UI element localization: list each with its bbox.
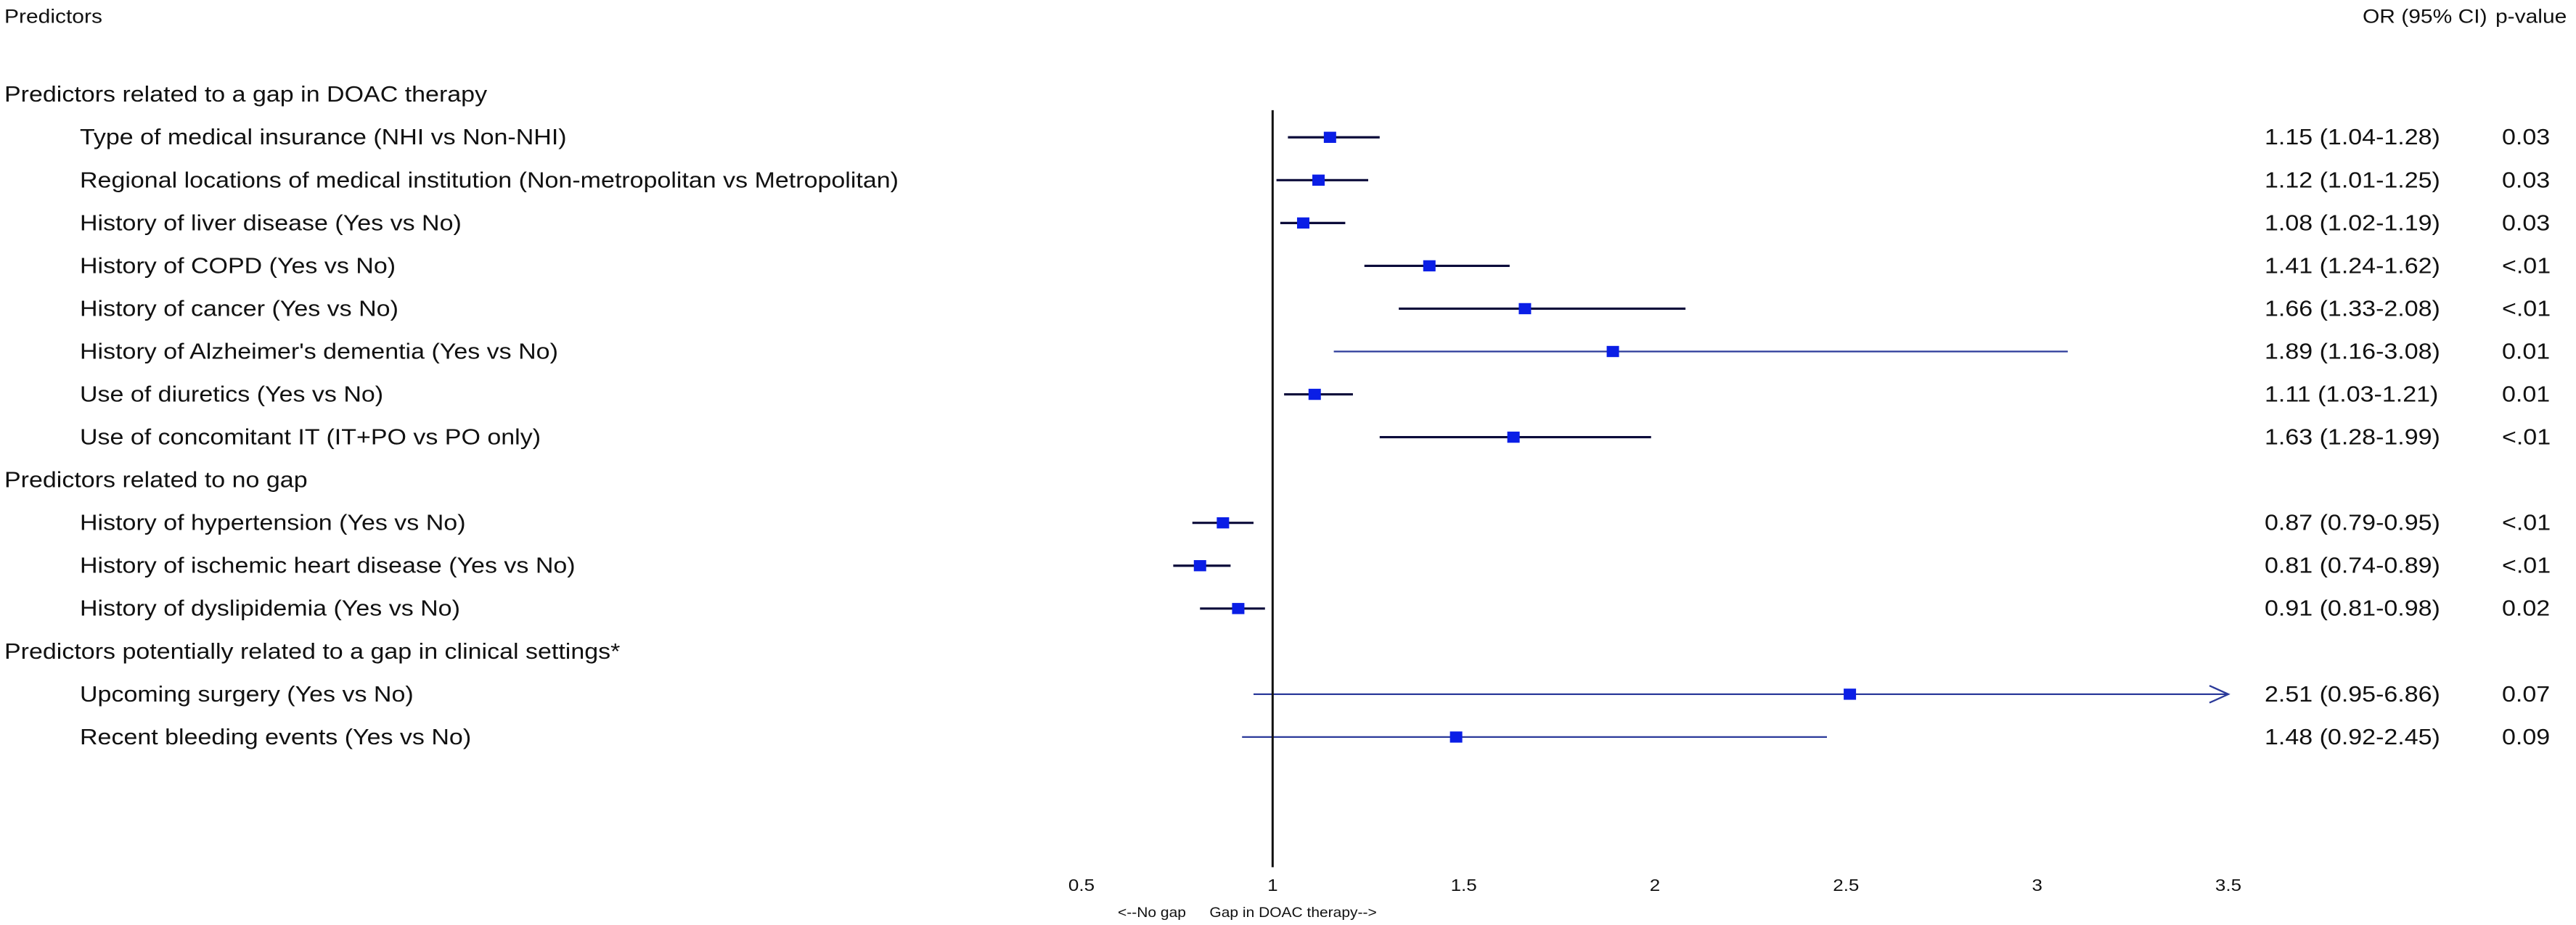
odds-ratio-point <box>1296 217 1309 229</box>
p-value-text: <.01 <box>2502 424 2551 449</box>
forest-row: History of ischemic heart disease (Yes v… <box>80 553 2551 577</box>
forest-row: History of dyslipidemia (Yes vs No) 0.91 … <box>80 596 2550 620</box>
x-tick-label: 2.5 <box>1833 876 1859 895</box>
ci-arrow-icon <box>2209 685 2231 704</box>
x-tick-label: 3.5 <box>2215 876 2241 895</box>
odds-ratio-point <box>1323 131 1336 143</box>
x-tick-label: 2 <box>1650 876 1660 895</box>
predictor-label: Use of diuretics (Yes vs No) <box>80 382 383 406</box>
odds-ratio-ci-text: 1.89 (1.16-3.08) <box>2265 339 2440 363</box>
group-title: Predictors potentially related to a gap … <box>4 638 621 663</box>
odds-ratio-ci-text: 1.08 (1.02-1.19) <box>2265 210 2440 235</box>
p-value-text: 0.03 <box>2502 168 2550 192</box>
forest-row: Upcoming surgery (Yes vs No) 2.51 (0.95-6… <box>80 681 2550 706</box>
x-axis: 0.5 1 1.5 2 2.5 3 3.5 <--No gap Gap in DOAC ther… <box>1068 110 2241 921</box>
p-value-text: 0.03 <box>2502 210 2550 235</box>
odds-ratio-ci-text: 2.51 (0.95-6.86) <box>2265 681 2440 706</box>
x-tick-label: 0.5 <box>1068 876 1095 895</box>
odds-ratio-ci-text: 1.12 (1.01-1.25) <box>2265 168 2440 192</box>
forest-row: Recent bleeding events (Yes vs No) 1.48 (… <box>80 724 2550 749</box>
p-value-text: <.01 <box>2502 253 2551 278</box>
p-value-text: 0.01 <box>2502 382 2550 406</box>
predictor-label: Use of concomitant IT (IT+PO vs PO only) <box>80 424 541 449</box>
forest-row: History of hypertension (Yes vs No) 0.87 … <box>80 510 2551 535</box>
odds-ratio-point <box>1423 260 1436 272</box>
odds-ratio-ci-text: 1.63 (1.28-1.99) <box>2265 424 2440 449</box>
odds-ratio-point <box>1449 731 1463 743</box>
odds-ratio-ci-text: 0.87 (0.79-0.95) <box>2265 510 2440 535</box>
x-tick-label: 1 <box>1267 876 1277 895</box>
forest-row: History of liver disease (Yes vs No) 1.08… <box>80 210 2550 235</box>
odds-ratio-ci-text: 1.15 (1.04-1.28) <box>2265 125 2440 149</box>
predictor-label: Regional locations of medical institutio… <box>80 168 899 192</box>
predictor-label: History of dyslipidemia (Yes vs No) <box>80 596 460 620</box>
x-tick-label: 3 <box>2032 876 2042 895</box>
right-direction-label: Gap in DOAC therapy--> <box>1209 905 1376 921</box>
p-value-text: 0.03 <box>2502 125 2550 149</box>
odds-ratio-point <box>1232 603 1245 614</box>
odds-ratio-point <box>1518 303 1532 315</box>
predictor-label: History of liver disease (Yes vs No) <box>80 210 462 235</box>
predictor-label: History of ischemic heart disease (Yes v… <box>80 553 576 577</box>
p-value-text: 0.07 <box>2502 681 2550 706</box>
p-value-text: 0.01 <box>2502 339 2550 363</box>
forest-row: Type of medical insurance (NHI vs Non-NH… <box>80 125 2550 149</box>
odds-ratio-point <box>1312 174 1325 186</box>
group-title: Predictors related to no gap <box>4 467 308 492</box>
forest-rows: Predictors related to a gap in DOAC ther… <box>4 82 2551 749</box>
odds-ratio-ci-text: 1.66 (1.33-2.08) <box>2265 296 2440 321</box>
forest-row: History of COPD (Yes vs No) 1.41 (1.24-1.… <box>80 253 2551 278</box>
x-tick-label: 1.5 <box>1451 876 1477 895</box>
p-value-text: <.01 <box>2502 553 2551 577</box>
predictor-label: Upcoming surgery (Yes vs No) <box>80 681 414 706</box>
p-value-text: 0.02 <box>2502 596 2550 620</box>
odds-ratio-point <box>1308 388 1321 400</box>
predictor-label: Recent bleeding events (Yes vs No) <box>80 724 471 749</box>
odds-ratio-point <box>1507 431 1520 443</box>
p-value-text: <.01 <box>2502 296 2551 321</box>
odds-ratio-ci-text: 1.48 (0.92-2.45) <box>2265 724 2440 749</box>
p-value-column-header: p-value <box>2495 6 2567 28</box>
predictor-label: History of cancer (Yes vs No) <box>80 296 398 321</box>
predictor-label: History of COPD (Yes vs No) <box>80 253 396 278</box>
p-value-text: <.01 <box>2502 510 2551 535</box>
predictor-label: History of hypertension (Yes vs No) <box>80 510 466 535</box>
group-title: Predictors related to a gap in DOAC ther… <box>4 82 488 107</box>
odds-ratio-point <box>1217 517 1230 529</box>
forest-row: Use of concomitant IT (IT+PO vs PO only)… <box>80 424 2551 449</box>
odds-ratio-ci-text: 0.81 (0.74-0.89) <box>2265 553 2440 577</box>
left-direction-label: <--No gap <box>1118 905 1186 921</box>
forest-row: Regional locations of medical institutio… <box>80 168 2550 192</box>
odds-ratio-point <box>1193 560 1206 572</box>
forest-row: History of Alzheimer's dementia (Yes vs … <box>80 339 2550 363</box>
p-value-text: 0.09 <box>2502 724 2550 749</box>
odds-ratio-ci-text: 1.11 (1.03-1.21) <box>2265 382 2438 406</box>
or-column-header: OR (95% CI) <box>2363 6 2487 28</box>
odds-ratio-point <box>1606 345 1619 358</box>
odds-ratio-point <box>1844 688 1857 700</box>
predictors-column-header: Predictors <box>4 6 102 28</box>
odds-ratio-ci-text: 1.41 (1.24-1.62) <box>2265 253 2440 278</box>
forest-row: Use of diuretics (Yes vs No) 1.11 (1.03-1… <box>80 382 2550 406</box>
odds-ratio-ci-text: 0.91 (0.81-0.98) <box>2265 596 2440 620</box>
forest-row: History of cancer (Yes vs No) 1.66 (1.33-… <box>80 296 2551 321</box>
predictor-label: Type of medical insurance (NHI vs Non-NH… <box>80 125 567 149</box>
predictor-label: History of Alzheimer's dementia (Yes vs … <box>80 339 558 363</box>
